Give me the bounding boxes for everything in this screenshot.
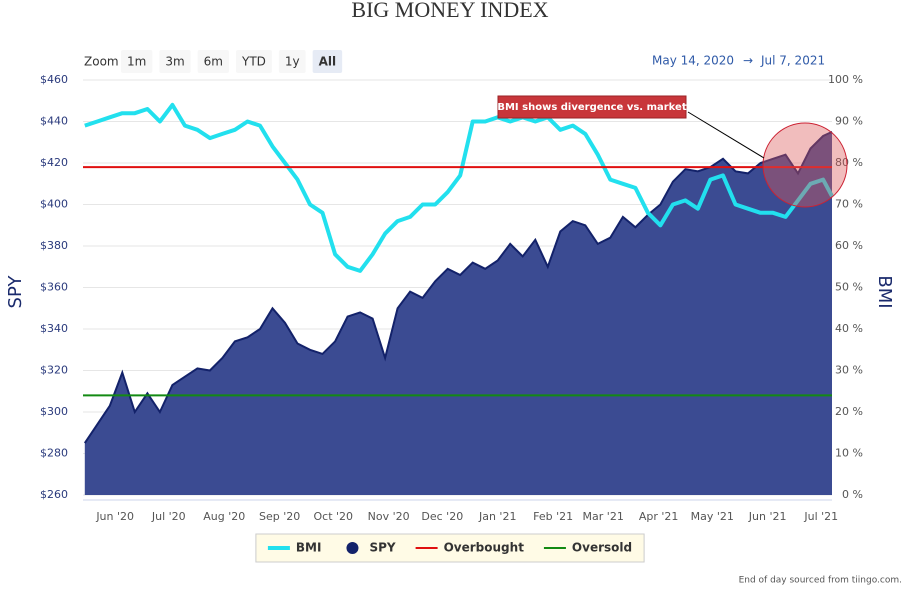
- y2-tick-label: 10 %: [835, 447, 863, 460]
- x-tick-label: Sep '20: [259, 510, 300, 523]
- chart-title: BIG MONEY INDEX: [351, 0, 548, 22]
- y-tick-label: $460: [40, 73, 68, 86]
- x-tick-label: Jan '21: [478, 510, 516, 523]
- range-button-bg: [278, 50, 306, 73]
- y2-tick-label: 90 %: [835, 115, 863, 128]
- range-button[interactable]: 1m: [121, 50, 153, 73]
- x-tick-label: Jun '20: [95, 510, 134, 523]
- range-button-bg: [121, 50, 153, 73]
- y2-tick-label: 20 %: [835, 405, 863, 418]
- legend-symbol: [346, 542, 359, 554]
- range-button[interactable]: 6m: [197, 50, 229, 73]
- y-tick-label: $320: [40, 364, 68, 377]
- legend: BMI SPY Overbought Oversold: [255, 533, 645, 563]
- range-button-bg: [312, 50, 343, 73]
- range-button[interactable]: YTD: [235, 50, 272, 73]
- y2-tick-label: 40 %: [835, 322, 863, 335]
- y-tick-label: $380: [40, 239, 68, 252]
- legend-items: BMI SPY Overbought Oversold: [267, 541, 632, 555]
- legend-item[interactable]: Overbought: [415, 541, 525, 555]
- range-button-bg: [159, 50, 191, 73]
- highlight-circle: [762, 122, 848, 208]
- x-tick-label: Jun '21: [748, 510, 787, 523]
- y-axis-title: SPY: [5, 275, 26, 309]
- y2-tick-label: 30 %: [835, 364, 863, 377]
- date-to[interactable]: Jul 7, 2021: [760, 54, 825, 68]
- y2-tick-label: 60 %: [835, 239, 863, 252]
- legend-label: Oversold: [572, 541, 632, 555]
- y2-tick-label: 70 %: [835, 198, 863, 211]
- y-tick-label: $300: [40, 405, 68, 418]
- legend-item[interactable]: SPY: [346, 541, 396, 555]
- legend-label: Overbought: [444, 541, 525, 555]
- credit: End of day sourced from tiingo.com.: [739, 576, 902, 586]
- x-tick-label: Jul '20: [151, 510, 186, 523]
- y2-tick-label: 80 %: [835, 156, 863, 169]
- y-tick-label: $360: [40, 281, 68, 294]
- y2-tick-label: 50 %: [835, 281, 863, 294]
- legend-label: SPY: [369, 541, 395, 555]
- x-tick-label: Apr '21: [639, 510, 679, 523]
- bmi-line: [84, 102, 834, 273]
- range-button-label: All: [319, 55, 337, 69]
- legend-item[interactable]: Oversold: [543, 541, 632, 555]
- range-button[interactable]: 1y: [278, 50, 306, 73]
- y-tick-label: $340: [40, 322, 68, 335]
- range-button-label: 6m: [204, 55, 223, 69]
- legend-label: BMI: [296, 541, 322, 555]
- x-tick-label: Nov '20: [368, 510, 410, 523]
- range-button[interactable]: 3m: [159, 50, 191, 73]
- x-tick-label: Jul '21: [803, 510, 838, 523]
- x-tick-label: Mar '21: [583, 510, 624, 523]
- y-tick-label: $260: [40, 488, 68, 501]
- annotation-box: [497, 95, 687, 119]
- y2-tick-label: 0 %: [842, 488, 863, 501]
- range-button-label: 1m: [127, 55, 146, 69]
- legend-box: [255, 533, 645, 563]
- range-button[interactable]: All: [312, 50, 343, 73]
- area-fill: [84, 131, 832, 495]
- range-button-label: YTD: [241, 55, 266, 69]
- date-separator: →: [743, 54, 753, 68]
- range-button-bg: [197, 50, 229, 73]
- y-tick-label: $400: [40, 198, 68, 211]
- y-tick-label: $280: [40, 447, 68, 460]
- annotation-connector: [687, 111, 765, 159]
- y2-tick-label: 100 %: [828, 73, 863, 86]
- range-button-bg: [235, 50, 272, 73]
- x-tick-label: Aug '20: [203, 510, 245, 523]
- y-tick-label: $420: [40, 156, 68, 169]
- y-tick-label: $440: [40, 115, 68, 128]
- y2-axis-title: BMI: [874, 275, 895, 308]
- legend-item[interactable]: BMI: [267, 541, 322, 555]
- x-tick-label: Oct '20: [313, 510, 353, 523]
- x-tick-label: Feb '21: [533, 510, 573, 523]
- x-tick-label: Dec '20: [421, 510, 463, 523]
- zoom-label: Zoom: [84, 55, 119, 69]
- range-button-label: 1y: [285, 55, 300, 69]
- annotation-text: BMI shows divergence vs. market: [497, 102, 686, 113]
- x-tick-label: May '21: [691, 510, 734, 523]
- date-from[interactable]: May 14, 2020: [652, 54, 734, 68]
- range-button-label: 3m: [165, 55, 184, 69]
